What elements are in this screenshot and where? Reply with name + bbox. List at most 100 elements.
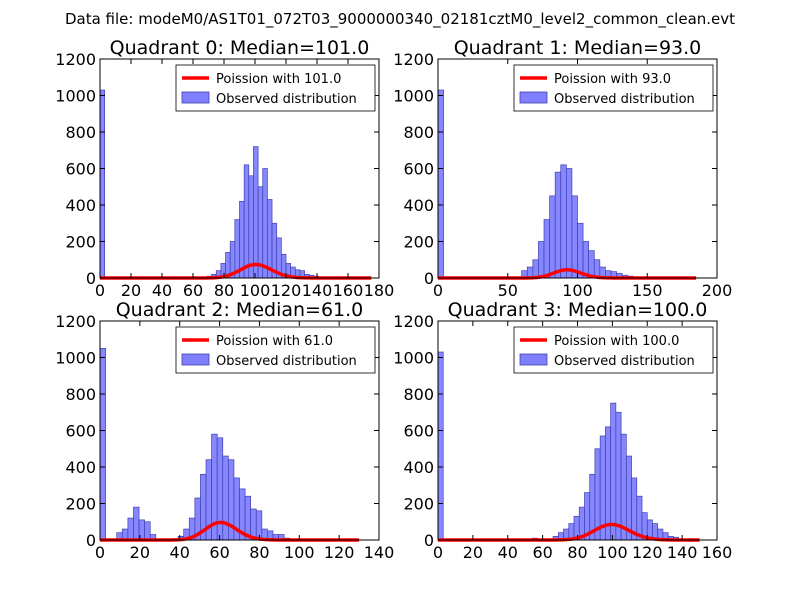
x-tick-label: 80	[214, 281, 234, 300]
y-tick-label: 0	[424, 531, 434, 550]
x-tick-label: 0	[95, 543, 105, 562]
histogram-bar	[543, 219, 550, 279]
y-tick-label: 1000	[55, 349, 96, 368]
y-tick-label: 800	[65, 123, 96, 142]
y-tick-label: 400	[403, 458, 434, 477]
histogram-bar	[262, 168, 268, 279]
subplot-title: Quadrant 1: Median=93.0	[454, 37, 702, 59]
x-tick-label: 100	[240, 281, 271, 300]
histogram-bar	[571, 195, 578, 279]
x-tick-label: 120	[271, 281, 302, 300]
y-tick-label: 400	[65, 196, 96, 215]
legend-label-observed: Observed distribution	[554, 92, 695, 107]
histogram-bar	[133, 506, 140, 541]
histogram-bar	[610, 402, 617, 541]
x-tick-label: 40	[152, 281, 172, 300]
histogram-bar	[538, 241, 545, 279]
legend-label-poisson: Poission with 101.0	[216, 72, 341, 87]
histogram-bar	[588, 250, 595, 279]
histogram-bar	[620, 433, 627, 541]
subplot-title: Quadrant 0: Median=101.0	[110, 37, 370, 59]
y-tick-label: 400	[403, 196, 434, 215]
x-tick-label: 140	[667, 543, 698, 562]
subplot-title: Quadrant 3: Median=100.0	[448, 299, 708, 321]
x-tick-label: 150	[632, 281, 663, 300]
y-tick-label: 1000	[393, 349, 434, 368]
y-tick-label: 1000	[393, 87, 434, 106]
legend-bar-swatch	[181, 91, 210, 104]
y-tick-label: 800	[403, 123, 434, 142]
histogram-bar	[248, 175, 254, 279]
histogram-bar	[615, 411, 622, 541]
x-tick-label: 140	[364, 543, 395, 562]
histogram-bar	[99, 348, 106, 541]
x-tick-label: 0	[433, 543, 443, 562]
x-tick-label: 40	[170, 543, 190, 562]
x-tick-label: 120	[632, 543, 663, 562]
y-tick-label: 1000	[55, 87, 96, 106]
x-tick-label: 160	[702, 543, 733, 562]
histogram-bar	[549, 195, 556, 279]
x-tick-label: 80	[249, 543, 269, 562]
x-tick-label: 200	[702, 281, 733, 300]
histogram-bar	[437, 351, 444, 541]
histogram-bar	[625, 455, 632, 541]
y-tick-label: 600	[403, 422, 434, 441]
x-tick-label: 0	[95, 281, 105, 300]
histogram-bar	[565, 168, 573, 279]
y-tick-label: 0	[86, 269, 96, 288]
legend: Poission with 61.0 Observed distribution	[175, 326, 376, 374]
subplot-title: Quadrant 2: Median=61.0	[116, 299, 364, 321]
legend-label-observed: Observed distribution	[216, 92, 357, 107]
y-tick-label: 600	[65, 160, 96, 179]
histogram-bar	[243, 164, 250, 279]
legend-label-observed: Observed distribution	[216, 354, 357, 369]
histogram-bar	[144, 521, 151, 541]
x-tick-label: 20	[463, 543, 483, 562]
histogram-bar	[554, 171, 562, 279]
x-tick-label: 100	[562, 281, 593, 300]
legend-bar-swatch	[519, 91, 548, 104]
subplot-quadrant-3: 0 200 400 600 800 1000 1200 0 20 40 60 80 100 120 140 1…	[393, 299, 732, 562]
y-tick-label: 1200	[393, 312, 434, 331]
histogram-bar	[99, 89, 106, 279]
x-tick-label: 60	[532, 543, 552, 562]
y-tick-label: 600	[403, 160, 434, 179]
histogram-bar	[577, 222, 584, 279]
x-tick-label: 0	[433, 281, 443, 300]
x-tick-label: 20	[121, 281, 141, 300]
x-tick-label: 20	[130, 543, 150, 562]
legend-label-poisson: Poission with 93.0	[554, 72, 671, 87]
subplot-quadrant-1: 0 200 400 600 800 1000 1200 0 50 100 150 200 Quadran…	[393, 37, 732, 300]
legend-bar-swatch	[181, 353, 210, 366]
legend-label-poisson: Poission with 61.0	[216, 334, 333, 349]
x-tick-label: 140	[302, 281, 333, 300]
legend: Poission with 101.0 Observed distribution	[175, 64, 376, 112]
x-tick-label: 60	[183, 281, 203, 300]
y-tick-label: 0	[86, 531, 96, 550]
histogram-bar	[560, 164, 567, 279]
x-tick-label: 180	[364, 281, 395, 300]
y-tick-label: 0	[424, 269, 434, 288]
x-tick-label: 160	[333, 281, 364, 300]
y-tick-label: 1200	[55, 312, 96, 331]
y-tick-label: 1200	[55, 50, 96, 69]
y-tick-label: 200	[65, 233, 96, 252]
x-tick-label: 120	[324, 543, 355, 562]
histogram-bar	[216, 437, 224, 541]
histogram-bar	[222, 455, 229, 541]
y-tick-label: 200	[403, 233, 434, 252]
histogram-bar	[127, 517, 134, 541]
x-tick-label: 100	[597, 543, 628, 562]
y-tick-label: 800	[65, 385, 96, 404]
histogram-bar	[253, 146, 259, 279]
figure-title: Data file: modeM0/AS1T01_072T03_90000003…	[65, 10, 735, 29]
legend: Poission with 93.0 Observed distribution	[513, 64, 714, 112]
x-tick-label: 80	[567, 543, 587, 562]
x-tick-label: 40	[498, 543, 518, 562]
legend-label-observed: Observed distribution	[554, 354, 695, 369]
y-tick-label: 800	[403, 385, 434, 404]
subplot-quadrant-2: 0 200 400 600 800 1000 1200 0 20 40 60 80 100 120 140 Q…	[55, 299, 394, 562]
